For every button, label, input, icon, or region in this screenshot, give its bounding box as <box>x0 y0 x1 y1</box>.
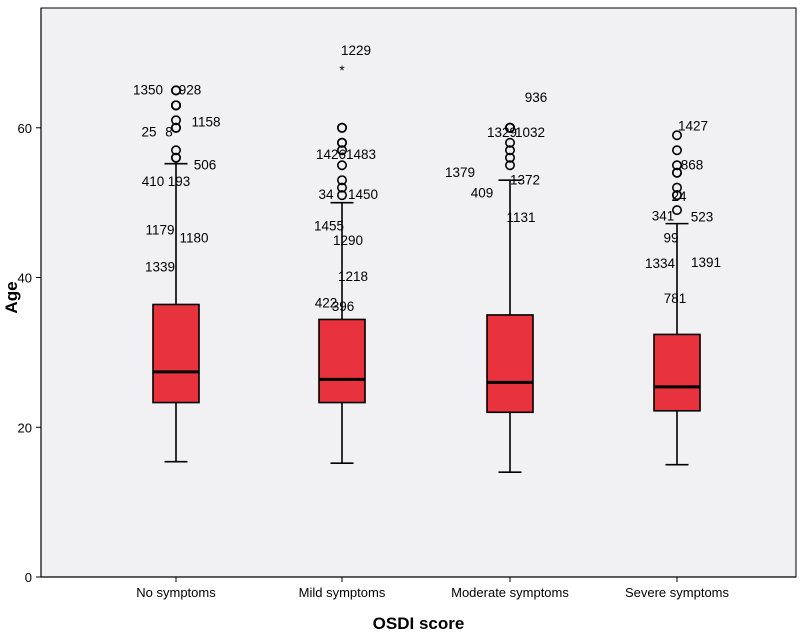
y-axis-title: Age <box>2 281 21 313</box>
outlier-label: 523 <box>691 210 714 225</box>
box-group: 1350 928 1158 25 8 506 410 193 1179 1180 1339 <box>133 82 221 463</box>
outlier-label: 8 <box>165 124 173 139</box>
box-group: 1427 868 24 341 523 99 1334 1391 781 <box>645 118 721 466</box>
outlier-label: 1372 <box>510 172 540 187</box>
outlier-label: 1329 <box>487 125 517 140</box>
outlier-label: 34 <box>318 187 334 202</box>
outlier-label: 936 <box>525 90 548 105</box>
outlier-point <box>671 145 682 156</box>
outlier-label: 1290 <box>333 233 363 248</box>
y-tick-label: 20 <box>18 420 32 435</box>
outlier-label: 24 <box>671 189 687 204</box>
outlier-point <box>336 175 347 186</box>
outlier-point <box>171 100 182 111</box>
outlier-label: 1427 <box>678 118 708 133</box>
outlier-label: 868 <box>681 157 704 172</box>
iqr-box <box>318 318 366 404</box>
outlier-point <box>671 167 682 178</box>
outlier-label: 410 <box>142 174 165 189</box>
outlier-label: 928 <box>179 82 202 97</box>
outlier-point <box>504 145 515 156</box>
outlier-label: 193 <box>168 174 191 189</box>
outlier-label: 25 <box>141 124 156 139</box>
outlier-label: 1032 <box>515 125 545 140</box>
outlier-label: 1483 <box>346 147 376 162</box>
x-tick-label: Severe symptoms <box>625 585 730 600</box>
outlier-label: 506 <box>194 157 217 172</box>
outlier-label: 1379 <box>445 165 475 180</box>
outlier-point <box>336 145 347 156</box>
outlier-label: 409 <box>471 186 494 201</box>
outlier-point <box>671 130 682 141</box>
outlier-point <box>671 190 682 201</box>
outlier-label: 1455 <box>314 218 344 233</box>
plot-background <box>40 7 797 578</box>
outlier-label: 1218 <box>338 269 368 284</box>
outlier-point <box>171 85 182 96</box>
x-axis-categories: No symptoms Mild symptoms Moderate symptom… <box>136 577 730 600</box>
outlier-label: 341 <box>652 209 675 224</box>
iqr-box <box>653 333 701 412</box>
outlier-label: 1334 <box>645 256 676 271</box>
outlier-label: 1339 <box>145 260 175 275</box>
extreme-label: 1229 <box>341 43 371 58</box>
outlier-point <box>504 160 515 171</box>
outlier-point <box>336 182 347 193</box>
y-axis-ticks: 0 20 40 60 <box>18 121 41 585</box>
outlier-label: 422 <box>315 296 338 311</box>
outlier-point <box>671 205 682 216</box>
outlier-point <box>671 182 682 193</box>
y-tick-label: 60 <box>18 121 32 136</box>
outlier-label: 781 <box>664 291 687 306</box>
outlier-point <box>504 122 515 133</box>
y-tick-label: 40 <box>18 271 32 286</box>
y-tick-label: 0 <box>25 570 32 585</box>
outlier-point <box>171 115 182 126</box>
outlier-label: 1158 <box>191 114 220 129</box>
outlier-label: 1179 <box>145 222 174 237</box>
chart-marks: 1350 928 1158 25 8 506 410 193 1179 1180 1339 1483 1… <box>133 43 721 473</box>
outlier-label: 1131 <box>506 210 535 225</box>
outlier-label: 1450 <box>348 187 378 202</box>
x-tick-label: Moderate symptoms <box>451 585 569 600</box>
x-tick-label: Mild symptoms <box>299 585 386 600</box>
outlier-label: 396 <box>332 299 355 314</box>
outlier-point <box>671 160 682 171</box>
outlier-point <box>336 160 347 171</box>
outlier-point <box>504 137 515 148</box>
outlier-point <box>504 152 515 163</box>
outlier-point <box>336 137 347 148</box>
outlier-label: 99 <box>663 231 678 246</box>
outlier-label: 1180 <box>179 231 208 246</box>
outlier-point <box>336 190 347 201</box>
x-axis-title: OSDI score <box>373 614 465 633</box>
outlier-point <box>171 145 182 156</box>
outlier-point <box>171 152 182 163</box>
iqr-box <box>486 314 534 414</box>
x-tick-label: No symptoms <box>136 585 216 600</box>
outlier-label: 1350 <box>133 82 163 97</box>
outlier-point <box>336 122 347 133</box>
extreme-point: * <box>339 63 345 78</box>
outlier-label: 1391 <box>691 255 721 270</box>
outlier-point <box>171 122 182 133</box>
iqr-box <box>152 303 200 404</box>
